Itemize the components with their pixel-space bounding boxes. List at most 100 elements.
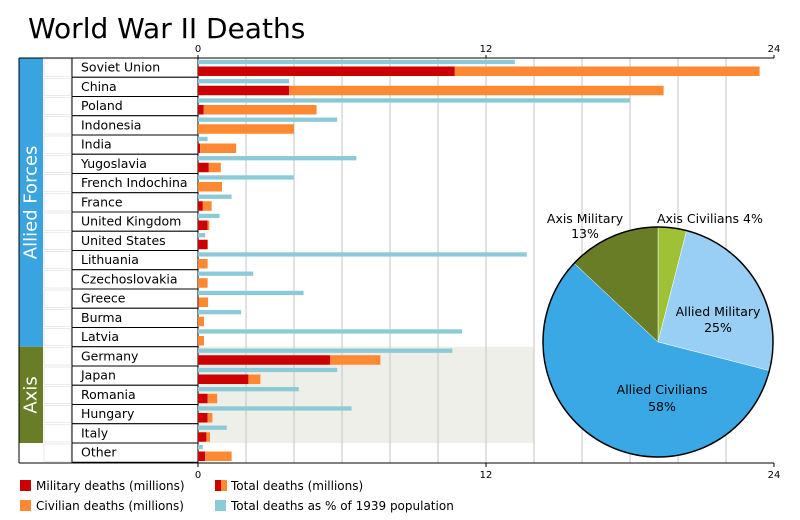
pie-label-axis-civilians: Axis Civilians 4% bbox=[657, 211, 763, 226]
bar-civilian-united-kingdom bbox=[207, 220, 210, 230]
category-label-yugoslavia: Yugoslavia bbox=[80, 156, 147, 171]
pie-label-allied-military: Allied Military bbox=[676, 304, 761, 319]
category-label-france: France bbox=[81, 194, 123, 209]
legend-swatch-total-deaths-millions-b bbox=[221, 480, 227, 491]
bar-percent-poland bbox=[198, 98, 630, 103]
flag-icon bbox=[43, 116, 72, 135]
x-tick-label-top: 0 bbox=[195, 44, 201, 55]
bar-military-yugoslavia bbox=[198, 162, 209, 173]
bar-percent-hungary bbox=[198, 406, 352, 411]
bar-percent-united-states bbox=[198, 233, 206, 238]
group-label-axis: Axis bbox=[21, 376, 42, 413]
bar-civilian-japan bbox=[248, 374, 261, 384]
bar-military-italy bbox=[198, 432, 207, 442]
flag-icon bbox=[43, 308, 72, 327]
x-tick-label-bottom: 0 bbox=[195, 470, 201, 481]
flag-icon bbox=[43, 212, 72, 231]
bar-percent-soviet-union bbox=[198, 59, 515, 65]
category-label-germany: Germany bbox=[81, 348, 139, 363]
bar-civilian-china bbox=[289, 85, 664, 96]
group-band-allied-forces bbox=[19, 58, 43, 347]
pie-label-allied-civilians: Allied Civilians bbox=[617, 382, 708, 397]
flag-icon bbox=[43, 193, 72, 212]
legend-label-total-deaths-as-of-1939-population: Total deaths as % of 1939 population bbox=[230, 499, 454, 513]
bar-civilian-french-indochina bbox=[198, 182, 222, 192]
bar-civilian-germany bbox=[330, 355, 381, 365]
bar-military-hungary bbox=[198, 413, 208, 423]
legend: Military deaths (millions) Total deaths (… bbox=[20, 479, 454, 513]
flag-icon bbox=[43, 270, 72, 289]
x-tick-label-bottom: 24 bbox=[768, 470, 781, 481]
bar-military-germany bbox=[198, 355, 330, 365]
flag-icon bbox=[43, 366, 72, 385]
chart-title: World War II Deaths bbox=[28, 12, 305, 45]
category-label-lithuania: Lithuania bbox=[81, 252, 139, 267]
bar-civilian-italy bbox=[206, 432, 210, 442]
legend-swatch-military-deaths-millions bbox=[20, 480, 31, 491]
flag-icon bbox=[43, 174, 72, 193]
bar-percent-indonesia bbox=[198, 117, 338, 122]
bar-percent-czechoslovakia bbox=[198, 271, 254, 276]
bar-percent-china bbox=[198, 79, 290, 84]
category-label-india: India bbox=[81, 137, 112, 152]
bar-military-poland bbox=[198, 105, 204, 115]
flag-icon bbox=[43, 347, 72, 366]
pie-percent-allied-civilians: 58% bbox=[648, 399, 676, 414]
bar-percent-france bbox=[198, 194, 232, 199]
flag-icon bbox=[43, 135, 72, 154]
flag-icon bbox=[43, 424, 72, 443]
bar-percent-india bbox=[198, 136, 208, 142]
legend-swatch-total-deaths-as-of-1939-population bbox=[215, 500, 226, 511]
bar-civilian-india bbox=[200, 143, 237, 153]
bar-military-united-kingdom bbox=[198, 220, 208, 230]
bar-percent-greece bbox=[198, 290, 304, 296]
flag-icon bbox=[43, 251, 72, 270]
bar-civilian-lithuania bbox=[198, 259, 208, 269]
category-label-italy: Italy bbox=[81, 425, 109, 440]
flag-icon bbox=[43, 405, 72, 424]
flag-icon bbox=[43, 58, 72, 77]
bar-military-romania bbox=[198, 393, 208, 404]
category-label-hungary: Hungary bbox=[81, 406, 135, 421]
bar-military-soviet-union bbox=[198, 66, 455, 76]
bar-percent-latvia bbox=[198, 329, 462, 334]
flag-icon bbox=[43, 231, 72, 250]
bar-civilian-burma bbox=[198, 316, 204, 327]
bar-military-india bbox=[198, 143, 201, 153]
bar-civilian-greece bbox=[198, 297, 209, 307]
bar-civilian-yugoslavia bbox=[208, 162, 221, 173]
category-label-china: China bbox=[81, 79, 117, 94]
category-label-other: Other bbox=[81, 445, 117, 460]
bar-military-china bbox=[198, 85, 290, 96]
group-band-axis bbox=[19, 346, 43, 443]
bar-civilian-france bbox=[202, 201, 212, 211]
bar-civilian-other bbox=[205, 451, 232, 461]
legend-label-total-deaths-millions: Total deaths (millions) bbox=[230, 479, 363, 493]
flag-icon bbox=[43, 97, 72, 116]
bar-military-united-states bbox=[198, 239, 208, 250]
pie-percent-allied-military: 25% bbox=[704, 320, 732, 335]
legend-swatch-civilian-deaths-millions bbox=[20, 500, 31, 511]
category-label-japan: Japan bbox=[80, 368, 116, 383]
bar-civilian-poland bbox=[203, 105, 317, 115]
bar-civilian-soviet-union bbox=[454, 66, 760, 76]
category-label-czechoslovakia: Czechoslovakia bbox=[81, 271, 177, 286]
pie-outline bbox=[542, 226, 774, 458]
bar-civilian-indonesia bbox=[198, 124, 294, 134]
pie-percent-axis-military: 13% bbox=[571, 226, 599, 241]
x-tick-label-top: 24 bbox=[768, 44, 781, 55]
category-label-greece: Greece bbox=[81, 291, 126, 306]
x-tick-label-top: 12 bbox=[480, 44, 493, 55]
category-label-united-kingdom: United Kingdom bbox=[81, 214, 181, 229]
group-label-allied-forces: Allied Forces bbox=[21, 146, 42, 260]
flag-icon bbox=[43, 385, 72, 404]
bar-military-france bbox=[198, 201, 203, 211]
category-label-united-states: United States bbox=[81, 233, 166, 248]
bar-civilian-romania bbox=[207, 393, 218, 404]
flag-icon bbox=[43, 154, 72, 173]
category-label-romania: Romania bbox=[81, 387, 136, 402]
bar-military-other bbox=[198, 451, 206, 461]
bar-percent-united-kingdom bbox=[198, 213, 220, 219]
